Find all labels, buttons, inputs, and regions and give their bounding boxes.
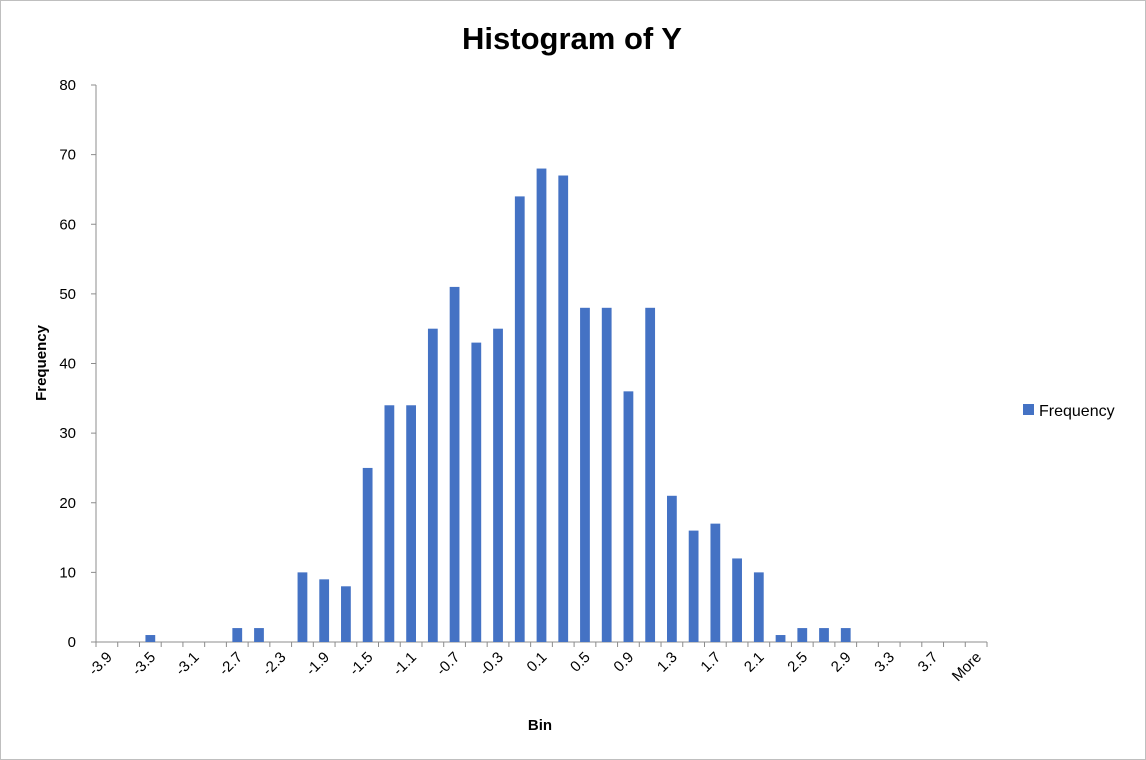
histogram-bar bbox=[449, 286, 460, 642]
y-tick-label: 20 bbox=[59, 495, 76, 512]
y-tick-label: 70 bbox=[59, 147, 76, 164]
histogram-bar bbox=[514, 196, 525, 642]
histogram-bar bbox=[471, 342, 482, 642]
x-tick-label: 2.1 bbox=[741, 649, 768, 676]
histogram-bar bbox=[688, 530, 699, 642]
y-tick-label: 60 bbox=[59, 216, 76, 233]
x-tick-label: 2.9 bbox=[828, 649, 855, 676]
x-tick-label: 0.1 bbox=[524, 649, 551, 676]
histogram-bar bbox=[493, 328, 503, 642]
histogram-bar bbox=[319, 579, 330, 642]
x-tick-label: -2.7 bbox=[216, 649, 246, 679]
histogram-bar bbox=[384, 405, 395, 642]
histogram-bar bbox=[840, 628, 851, 642]
legend: Frequency bbox=[1023, 403, 1115, 420]
y-tick-label: 50 bbox=[59, 286, 76, 303]
y-tick-label: 10 bbox=[59, 564, 76, 581]
x-tick-label: 0.5 bbox=[567, 649, 594, 676]
histogram-bar bbox=[362, 467, 373, 642]
x-tick-label: More bbox=[949, 649, 985, 685]
x-tick-label: -0.7 bbox=[433, 649, 463, 679]
plot-area: 0 10 20 30 40 50 60 70 80 -3.9 -3.5 -3.1 -2.7 -2.3 -1.… bbox=[59, 77, 988, 685]
y-tick-label: 0 bbox=[68, 634, 76, 651]
histogram-bar bbox=[145, 635, 156, 642]
x-tick-label: -1.5 bbox=[346, 649, 376, 679]
histogram-bar bbox=[667, 495, 677, 642]
legend-label: Frequency bbox=[1039, 403, 1115, 420]
histogram-bar bbox=[775, 635, 786, 642]
y-tick-label: 40 bbox=[59, 356, 76, 373]
x-tick-label: -2.3 bbox=[259, 649, 289, 679]
chart-title: Histogram of Y bbox=[462, 21, 682, 56]
x-tick-label: 3.3 bbox=[871, 649, 898, 676]
x-tick-label: 1.7 bbox=[697, 649, 724, 676]
histogram-bar bbox=[710, 523, 721, 642]
histogram-bar bbox=[797, 628, 808, 642]
histogram-bar bbox=[732, 558, 742, 642]
histogram-bar bbox=[753, 572, 764, 642]
histogram-bar bbox=[427, 328, 438, 642]
x-tick-label: -3.5 bbox=[129, 649, 159, 679]
x-tick-label: -1.1 bbox=[390, 649, 420, 679]
x-axis-title: Bin bbox=[528, 717, 552, 734]
histogram-bar bbox=[406, 405, 416, 642]
x-tick-label: 2.5 bbox=[784, 649, 811, 676]
x-tick-label: -0.3 bbox=[477, 649, 507, 679]
legend-swatch bbox=[1023, 404, 1034, 415]
histogram-bar bbox=[341, 586, 351, 642]
histogram-bar bbox=[536, 168, 547, 643]
x-tick-label: -3.9 bbox=[85, 649, 115, 679]
histogram-bar bbox=[254, 628, 264, 642]
histogram-bar bbox=[645, 307, 656, 642]
histogram-bar bbox=[580, 307, 590, 642]
histogram-bar bbox=[819, 628, 829, 642]
y-tick-label: 80 bbox=[59, 77, 76, 94]
x-tick-label: -1.9 bbox=[303, 649, 333, 679]
x-tick-label: 3.7 bbox=[915, 649, 942, 676]
histogram-bar bbox=[601, 307, 612, 642]
x-tick-label: 1.3 bbox=[654, 649, 681, 676]
histogram-bar bbox=[232, 628, 243, 642]
histogram-bar bbox=[558, 175, 569, 642]
histogram-bar bbox=[623, 391, 634, 642]
x-tick-label: 0.9 bbox=[610, 649, 637, 676]
x-tick-label: -3.1 bbox=[172, 649, 202, 679]
y-axis-title: Frequency bbox=[33, 324, 50, 401]
y-tick-label: 30 bbox=[59, 425, 76, 442]
histogram-bar bbox=[297, 572, 308, 642]
